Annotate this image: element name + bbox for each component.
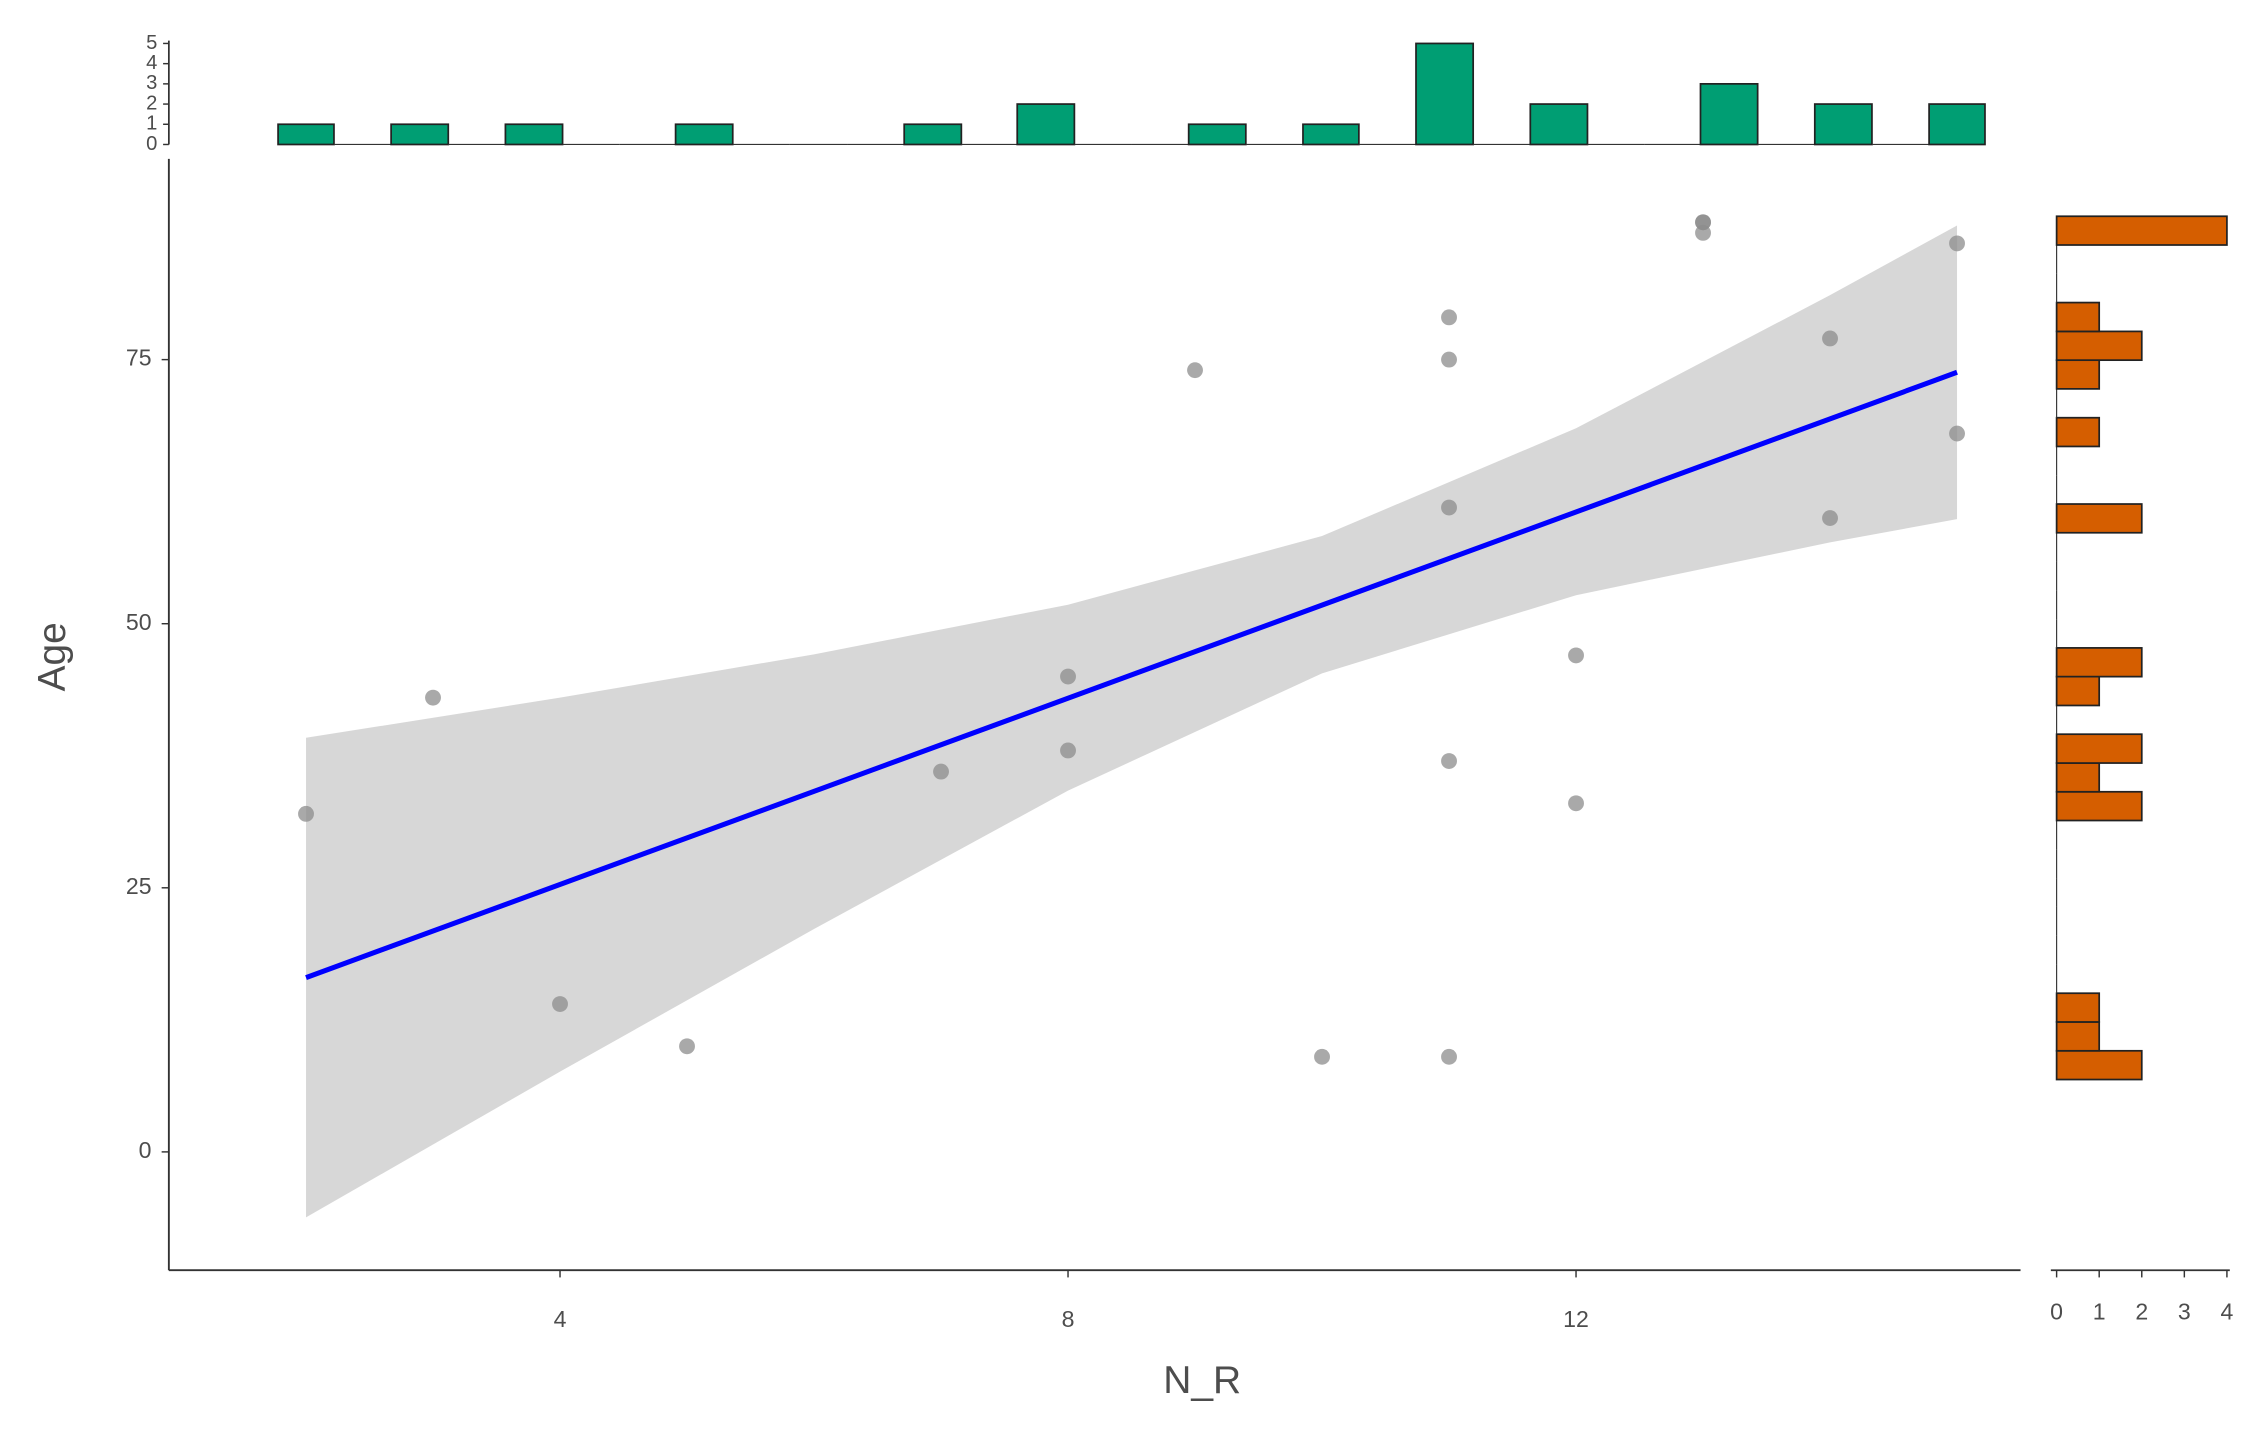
histogram-bar: [390, 123, 450, 146]
point: [1949, 425, 1965, 442]
point: [298, 805, 314, 822]
point: [425, 689, 441, 706]
point: [1568, 795, 1584, 812]
histogram-bar: [2055, 359, 2101, 390]
top-y-tick-label: 5: [146, 32, 157, 54]
point: [933, 763, 949, 780]
x-axis-title: N_R: [1163, 1359, 1241, 1402]
point: [1822, 330, 1838, 347]
point: [1695, 224, 1711, 241]
x-tick-label: 8: [1062, 1306, 1075, 1332]
histogram-bar: [1928, 103, 1986, 146]
point: [1441, 351, 1457, 368]
histogram-bar: [2055, 733, 2143, 764]
histogram-bar: [903, 123, 963, 146]
y-tick-label: 25: [126, 873, 152, 899]
point: [1441, 1048, 1457, 1065]
histogram-bar: [2055, 503, 2143, 534]
point: [1822, 510, 1838, 527]
histogram-bar: [1529, 103, 1589, 146]
point: [1949, 235, 1965, 252]
histogram-bar: [2055, 330, 2143, 362]
histogram-bar: [1699, 82, 1759, 146]
point: [1060, 742, 1076, 759]
top-y-tick-label: 2: [146, 92, 157, 114]
histogram-bar: [674, 123, 734, 146]
histogram-bar: [1415, 42, 1475, 146]
point: [1441, 309, 1457, 326]
histogram-bar: [2055, 762, 2101, 793]
point: [1441, 499, 1457, 516]
histogram-bar: [2055, 1049, 2143, 1081]
histogram-bar: [2055, 647, 2143, 678]
right-x-tick-label: 2: [2135, 1299, 2148, 1325]
point: [679, 1038, 695, 1055]
point: [1441, 753, 1457, 769]
x-tick-label: 4: [554, 1306, 567, 1332]
histogram-bar: [2055, 790, 2143, 822]
point: [1568, 647, 1584, 664]
point: [1060, 668, 1076, 685]
fit-line: [305, 369, 1958, 980]
point: [1314, 1048, 1330, 1065]
top-y-tick-label: 0: [146, 133, 157, 155]
point: [1187, 362, 1203, 379]
histogram-bar: [2055, 301, 2101, 333]
histogram-bar: [1016, 103, 1076, 146]
y-axis-title: Age: [31, 622, 74, 691]
histogram-bar: [277, 123, 335, 146]
top-y-tick-label: 1: [146, 113, 157, 135]
histogram-bar: [2055, 992, 2101, 1023]
point: [552, 996, 568, 1012]
top-y-tick-label: 3: [146, 72, 157, 94]
right-x-tick-label: 1: [2093, 1299, 2106, 1325]
top-y-tick-label: 4: [146, 52, 157, 74]
histogram-bar: [1187, 123, 1247, 146]
histogram-bar: [1813, 103, 1873, 146]
y-tick-label: 75: [126, 345, 152, 371]
x-tick-label: 12: [1563, 1306, 1589, 1332]
histogram-bar: [2055, 1021, 2101, 1052]
y-tick-label: 0: [139, 1137, 152, 1163]
histogram-bar: [504, 123, 564, 146]
histogram-bar: [1302, 123, 1360, 146]
right-x-tick-label: 0: [2050, 1299, 2063, 1325]
histogram-bar: [2055, 675, 2101, 707]
histogram-bar: [2055, 416, 2101, 448]
right-x-tick-label: 3: [2178, 1299, 2191, 1325]
right-x-tick-label: 4: [2220, 1299, 2233, 1325]
histogram-bar: [2055, 215, 2228, 246]
confidence-band: [306, 225, 1958, 1218]
y-tick-label: 50: [126, 609, 152, 635]
